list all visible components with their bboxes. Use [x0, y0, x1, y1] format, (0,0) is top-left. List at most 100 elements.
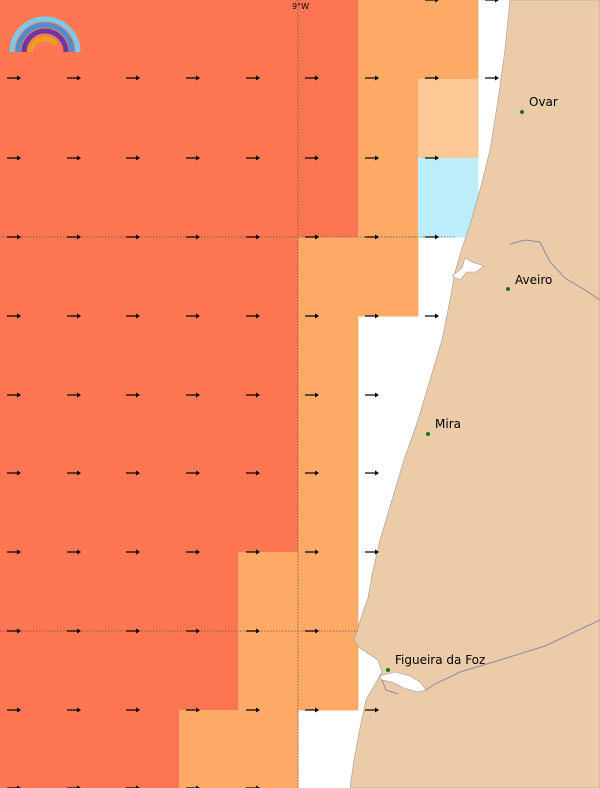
- direction-arrow: [246, 155, 260, 161]
- direction-arrow: [7, 234, 21, 240]
- forecast-cell: [60, 552, 120, 632]
- forecast-cell: [60, 316, 120, 395]
- direction-arrow: [67, 470, 81, 476]
- forecast-cell: [238, 552, 299, 632]
- direction-arrow: [305, 470, 319, 476]
- forecast-cell: [0, 316, 61, 395]
- direction-arrow: [365, 155, 379, 161]
- forecast-cell: [238, 0, 299, 80]
- forecast-cell: [238, 237, 299, 317]
- direction-arrow: [305, 549, 319, 555]
- forecast-cell: [119, 79, 180, 159]
- forecast-cell: [179, 552, 239, 632]
- direction-arrow: [485, 0, 499, 3]
- rainbow-logo-icon: [9, 16, 81, 53]
- forecast-cell: [298, 473, 359, 553]
- river-line: [425, 619, 600, 691]
- direction-arrow: [67, 75, 81, 81]
- forecast-cell: [179, 0, 239, 80]
- forecast-cell: [179, 473, 239, 553]
- direction-arrows: [7, 0, 499, 788]
- direction-arrow: [186, 75, 200, 81]
- forecast-cell: [238, 158, 299, 238]
- forecast-cell: [60, 710, 120, 788]
- city-dot-figueira-da-foz: [386, 668, 390, 672]
- forecast-cell: [119, 473, 180, 553]
- direction-arrow: [365, 75, 379, 81]
- direction-arrow: [126, 628, 140, 634]
- direction-arrow: [246, 234, 260, 240]
- forecast-cell: [0, 158, 61, 238]
- forecast-cell: [358, 0, 419, 80]
- city-label-aveiro: Aveiro: [515, 273, 552, 287]
- direction-arrow: [67, 628, 81, 634]
- forecast-cell: [179, 710, 239, 788]
- direction-arrow: [7, 628, 21, 634]
- direction-arrow: [485, 75, 499, 81]
- forecast-cell: [179, 394, 239, 474]
- forecast-cell: [298, 158, 359, 238]
- forecast-cells: [0, 0, 479, 788]
- direction-arrow: [67, 707, 81, 713]
- forecast-cell: [60, 394, 120, 474]
- direction-arrow: [7, 707, 21, 713]
- direction-arrow: [425, 75, 439, 81]
- direction-arrow: [126, 234, 140, 240]
- forecast-cell: [119, 316, 180, 395]
- direction-arrow: [67, 155, 81, 161]
- forecast-cell: [0, 710, 61, 788]
- direction-arrow: [126, 549, 140, 555]
- forecast-cell: [298, 631, 359, 711]
- direction-arrow: [246, 549, 260, 555]
- forecast-cell: [179, 79, 239, 159]
- direction-arrow: [67, 392, 81, 398]
- direction-arrow: [305, 392, 319, 398]
- forecast-cell: [358, 79, 419, 159]
- direction-arrow: [7, 313, 21, 319]
- forecast-cell: [238, 79, 299, 159]
- forecast-cell: [60, 79, 120, 159]
- forecast-cell: [358, 158, 419, 238]
- city-label-ovar: Ovar: [529, 95, 558, 109]
- direction-arrow: [305, 234, 319, 240]
- direction-arrow: [7, 155, 21, 161]
- direction-arrow: [126, 707, 140, 713]
- aveiro-lagoon: [451, 257, 485, 281]
- forecast-cell: [238, 394, 299, 474]
- forecast-cell: [358, 237, 419, 317]
- direction-arrow: [67, 313, 81, 319]
- direction-arrow: [425, 0, 439, 3]
- direction-arrow: [246, 392, 260, 398]
- forecast-cell: [238, 631, 299, 711]
- forecast-cell: [0, 473, 61, 553]
- city-markers: Ovar Aveiro Mira Figueira da Foz: [386, 95, 558, 672]
- direction-arrow: [246, 628, 260, 634]
- direction-arrow: [126, 785, 140, 788]
- direction-arrow: [126, 313, 140, 319]
- direction-arrow: [186, 549, 200, 555]
- forecast-cell: [0, 79, 61, 159]
- forecast-cell: [238, 473, 299, 553]
- direction-arrow: [305, 75, 319, 81]
- forecast-cell: [119, 237, 180, 317]
- direction-arrow: [305, 707, 319, 713]
- direction-arrow: [186, 155, 200, 161]
- direction-arrow: [7, 785, 21, 788]
- forecast-cell: [0, 631, 61, 711]
- direction-arrow: [67, 549, 81, 555]
- forecast-cell: [119, 552, 180, 632]
- direction-arrow: [246, 707, 260, 713]
- direction-arrow: [365, 470, 379, 476]
- direction-arrow: [246, 75, 260, 81]
- forecast-cell: [179, 631, 239, 711]
- direction-arrow: [365, 313, 379, 319]
- direction-arrow: [186, 234, 200, 240]
- forecast-cell: [0, 552, 61, 632]
- direction-arrow: [126, 155, 140, 161]
- direction-arrow: [246, 470, 260, 476]
- forecast-cell: [0, 394, 61, 474]
- direction-arrow: [186, 628, 200, 634]
- forecast-cell: [298, 394, 359, 474]
- forecast-cell: [60, 158, 120, 238]
- direction-arrow: [365, 707, 379, 713]
